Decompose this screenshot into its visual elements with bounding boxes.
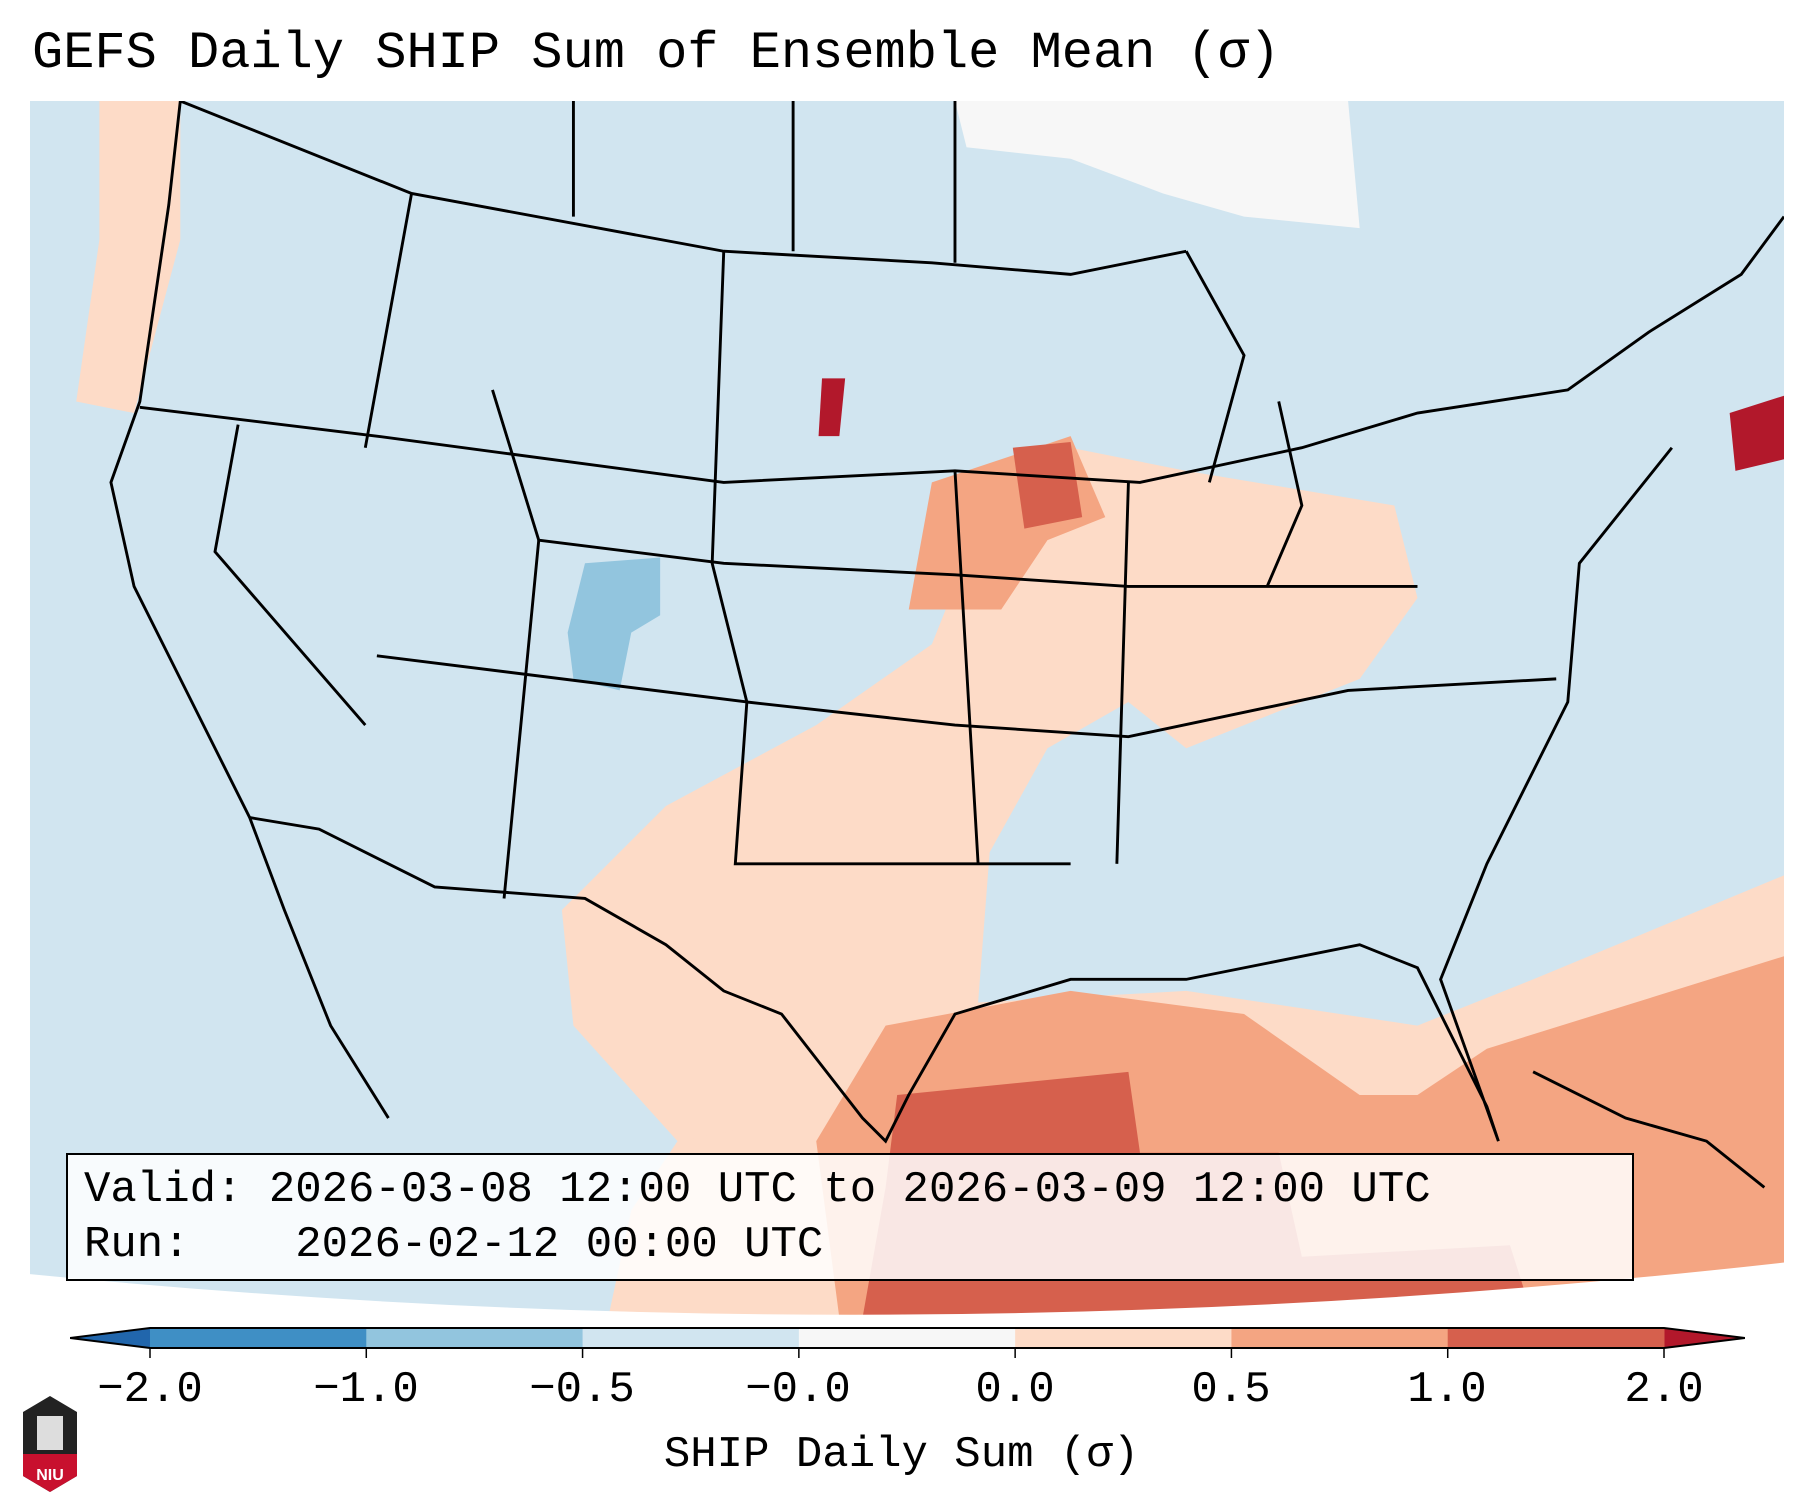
negative-anomaly-colorado (567, 557, 661, 691)
run-label: Run: (84, 1220, 190, 1270)
colorbar-tick-label: 0.5 (1191, 1365, 1271, 1415)
colorbar-label: SHIP Daily Sum (σ) (663, 1430, 1140, 1480)
colorbar-tick-label: −0.0 (745, 1365, 851, 1415)
colorbar-tick-label: −2.0 (97, 1365, 203, 1415)
valid-label: Valid: (84, 1165, 243, 1215)
map-panel (30, 101, 1784, 1318)
strong-anomaly-iowa (1012, 441, 1083, 529)
colorbar-tick-label: 2.0 (1624, 1365, 1704, 1415)
colorbar-segment (1015, 1328, 1232, 1348)
strong-anomaly-atlantic (1729, 395, 1784, 471)
colorbar-segment (150, 1328, 367, 1348)
positive-anomaly-plains (561, 447, 1418, 1142)
positive-anomaly-pacific (76, 101, 181, 414)
colorbar-extend-high (1664, 1328, 1745, 1348)
colorbar-segment (1231, 1328, 1449, 1348)
strong-anomaly-dakota (818, 378, 846, 437)
colorbar (70, 1327, 1745, 1358)
colorbar-tick-label: −0.5 (529, 1365, 635, 1415)
boundaries (109, 101, 1784, 1189)
figure-title: GEFS Daily SHIP Sum of Ensemble Mean (σ) (32, 24, 1281, 83)
no-data-corner (30, 1262, 1784, 1318)
colorbar-segment (582, 1328, 800, 1348)
svg-text:NIU: NIU (36, 1467, 64, 1484)
niu-logo: NIU (23, 1396, 77, 1492)
colorbar-segment (1447, 1328, 1665, 1348)
colorbar-tick-label: 0.0 (975, 1365, 1055, 1415)
near-zero-region (954, 101, 1360, 229)
colorbar-tick-label: 1.0 (1407, 1365, 1487, 1415)
colorbar-tick-label: −1.0 (313, 1365, 419, 1415)
run-time: 2026-02-12 00:00 UTC (295, 1220, 824, 1270)
colorbar-extend-low (70, 1328, 150, 1348)
validity-info-box: Valid: 2026-03-08 12:00 UTC to 2026-03-0… (66, 1153, 1634, 1281)
valid-time-range: 2026-03-08 12:00 UTC to 2026-03-09 12:00… (268, 1165, 1431, 1215)
colorbar-segment (366, 1328, 584, 1348)
colorbar-segment (798, 1328, 1016, 1348)
